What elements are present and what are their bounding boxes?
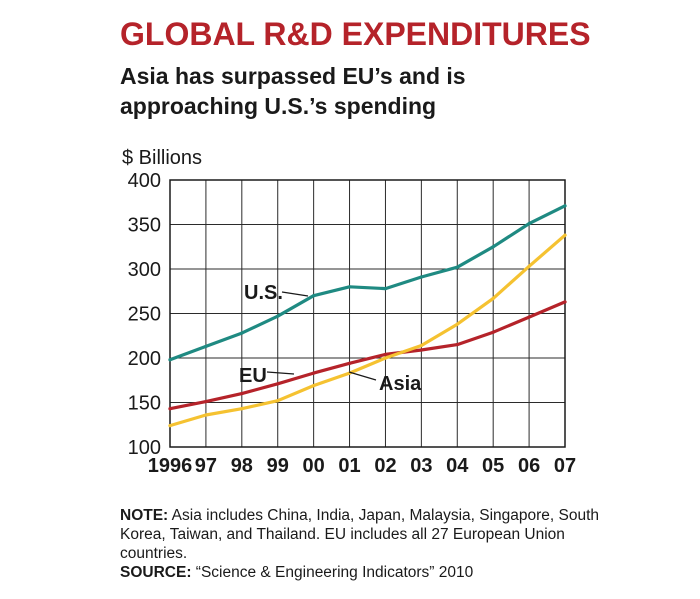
y-tick-label: 150 — [128, 393, 161, 415]
series-lines — [168, 204, 567, 428]
x-tick-label: 99 — [267, 455, 289, 477]
note-text: Asia includes China, India, Japan, Malay… — [120, 507, 600, 562]
y-tick-label: 400 — [128, 170, 161, 192]
axes: 100 150 200 250 300 350 400 1996 97 98 99 00 01 02 03 0… — [128, 170, 577, 477]
y-axis-label: $ Billions — [122, 147, 202, 169]
data-point-eu — [240, 392, 244, 396]
data-point-asia — [455, 322, 459, 326]
data-point-asia — [240, 407, 244, 411]
data-point-asia — [527, 264, 531, 268]
series-line-asia — [168, 233, 567, 428]
chart-subtitle: Asia has surpassed EU’s and is approachi… — [120, 63, 466, 119]
y-tick-label: 250 — [128, 304, 161, 326]
data-point-us — [240, 331, 244, 335]
data-point-us — [419, 275, 423, 279]
source: SOURCE: “Science & Engineering Indicator… — [120, 563, 600, 582]
data-point-asia — [276, 399, 280, 403]
data-point-eu — [312, 371, 316, 375]
note-label: NOTE: — [120, 507, 169, 524]
data-point-us — [276, 314, 280, 318]
x-tick-label: 03 — [410, 455, 432, 477]
x-tick-label: 06 — [518, 455, 540, 477]
series-label-asia: Asia — [379, 373, 422, 395]
y-tick-label: 200 — [128, 348, 161, 370]
data-point-eu — [347, 361, 352, 365]
data-point-us — [455, 265, 459, 269]
y-tick-label: 300 — [128, 259, 161, 281]
x-tick-label: 98 — [231, 455, 253, 477]
data-point-eu — [527, 315, 531, 319]
leader-line-us — [281, 291, 309, 297]
data-point-us — [204, 344, 208, 349]
x-tick-label: 01 — [338, 455, 360, 477]
line-chart: 100 150 200 250 300 350 400 1996 97 98 99 00 01 02 03 0… — [122, 147, 577, 477]
data-point-us — [347, 285, 352, 289]
series-label-eu: EU — [239, 365, 267, 387]
data-point-asia — [168, 424, 172, 428]
data-point-asia — [419, 343, 423, 348]
y-tick-label: 350 — [128, 215, 161, 237]
plot-frame — [169, 179, 566, 448]
leader-line-asia — [348, 371, 377, 381]
data-point-us — [491, 245, 495, 249]
x-tick-label: 05 — [482, 455, 504, 477]
chart-notes: NOTE: Asia includes China, India, Japan,… — [120, 506, 600, 582]
data-point-us — [527, 222, 531, 226]
data-point-asia — [491, 296, 495, 300]
series-line-us — [168, 204, 567, 362]
grid — [170, 180, 565, 447]
data-point-us — [312, 294, 316, 298]
data-point-eu — [491, 330, 495, 334]
x-tick-label: 07 — [554, 455, 576, 477]
data-point-asia — [312, 383, 316, 388]
data-point-eu — [419, 348, 423, 352]
data-point-eu — [563, 300, 567, 304]
data-point-us — [168, 358, 172, 362]
leader-line-eu — [266, 371, 295, 375]
series-line-eu — [168, 300, 567, 411]
y-tick-label: 100 — [128, 437, 161, 459]
data-point-asia — [383, 356, 388, 360]
data-point-eu — [455, 343, 459, 347]
data-point-eu — [168, 407, 172, 411]
source-text: “Science & Engineering Indicators” 2010 — [191, 564, 474, 581]
data-point-eu — [383, 352, 388, 357]
series-label-us: U.S. — [244, 282, 283, 304]
chart-title: GLOBAL R&D EXPENDITURES — [120, 16, 591, 52]
note: NOTE: Asia includes China, India, Japan,… — [120, 506, 600, 563]
data-point-eu — [204, 400, 208, 404]
x-tick-label: 02 — [374, 455, 396, 477]
x-tick-label: 97 — [195, 455, 217, 477]
x-tick-label: 00 — [303, 455, 325, 477]
data-point-asia — [563, 233, 567, 237]
series-labels: U.S. EU Asia — [239, 282, 422, 395]
data-point-eu — [276, 382, 280, 386]
x-tick-label: 04 — [446, 455, 469, 477]
data-point-us — [563, 204, 567, 208]
data-point-us — [383, 286, 388, 291]
source-label: SOURCE: — [120, 564, 192, 581]
x-tick-label: 1996 — [148, 455, 193, 477]
data-point-asia — [204, 413, 208, 417]
